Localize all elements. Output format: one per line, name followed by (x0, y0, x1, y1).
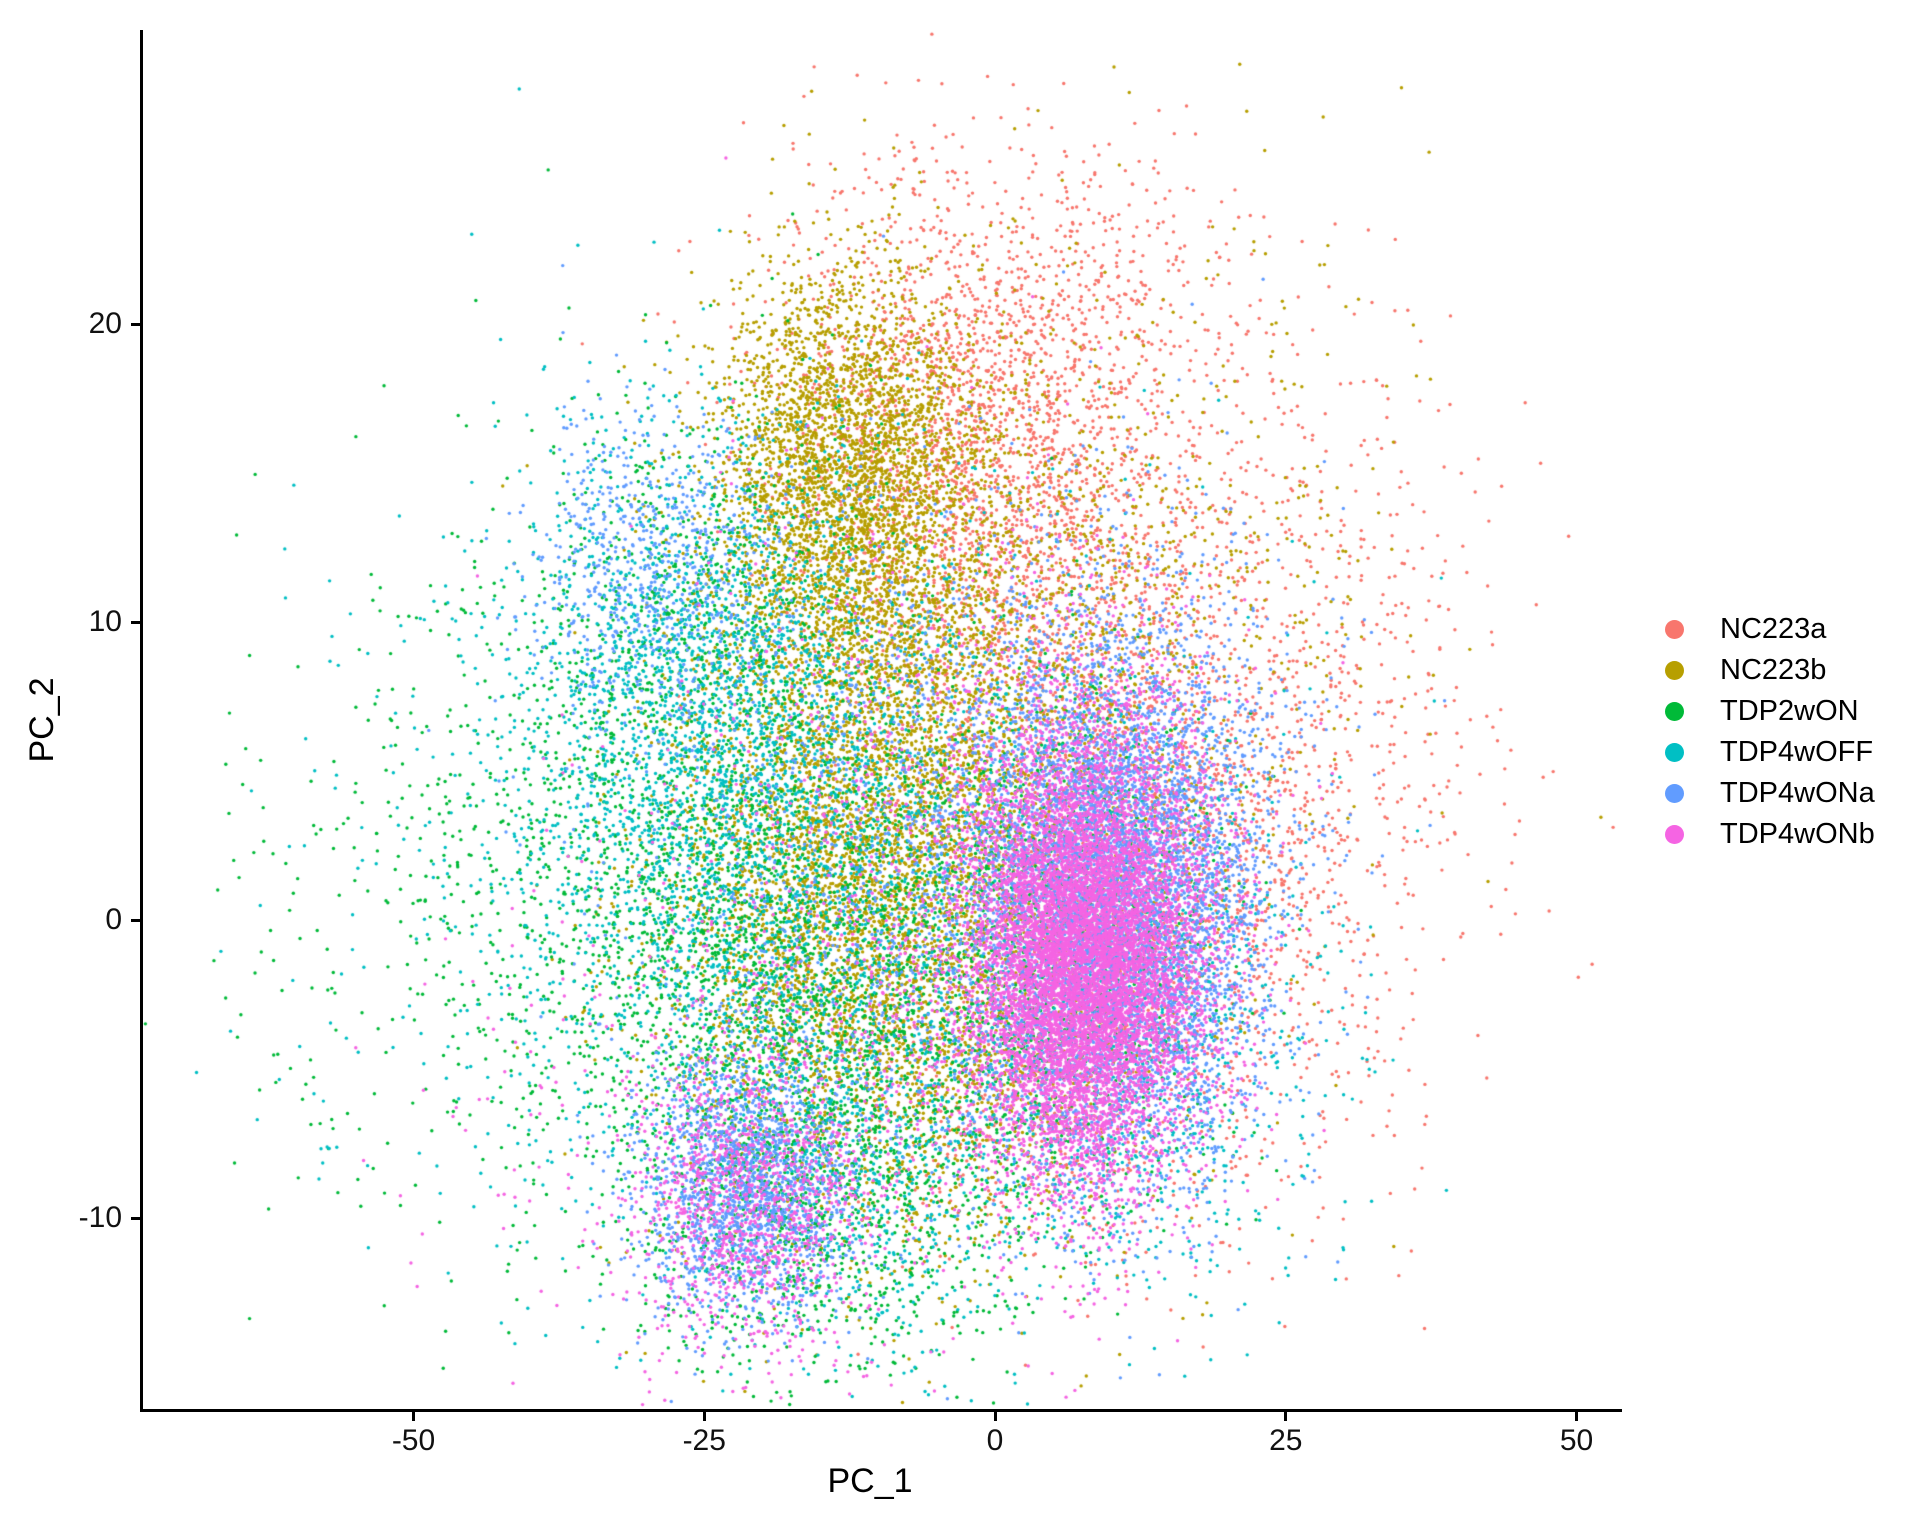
y-tick-mark (131, 1216, 140, 1220)
x-axis-title: PC_1 (827, 1462, 913, 1500)
x-tick-label: 0 (986, 1424, 1004, 1457)
y-tick-mark (131, 918, 140, 922)
legend-item-tdp4wonb: TDP4wONb (1665, 814, 1875, 855)
y-tick-mark (131, 322, 140, 326)
legend-item-tdp4wona: TDP4wONa (1665, 773, 1875, 814)
legend-label: TDP4wOFF (1720, 736, 1874, 768)
x-tick-label: 50 (1559, 1424, 1594, 1457)
legend-label: NC223a (1720, 613, 1827, 645)
legend-label: TDP4wONa (1720, 777, 1875, 809)
x-tick-mark (412, 1412, 415, 1421)
legend: NC223a NC223b TDP2wON TDP4wOFF TDP4wONa TDP4w… (1665, 609, 1875, 855)
y-tick-label: 20 (88, 307, 122, 340)
x-tick-mark (1284, 1412, 1288, 1421)
x-tick-label: -50 (391, 1424, 436, 1457)
x-tick-mark (1575, 1412, 1578, 1421)
legend-dot-icon (1665, 702, 1684, 721)
legend-item-tdp2won: TDP2wON (1665, 691, 1875, 732)
legend-dot-icon (1665, 661, 1684, 680)
y-axis-line (140, 30, 143, 1412)
legend-dot-icon (1665, 784, 1684, 803)
legend-item-nc223b: NC223b (1665, 650, 1875, 691)
x-tick-mark (702, 1412, 706, 1421)
legend-label: NC223b (1720, 654, 1827, 686)
legend-dot-icon (1665, 620, 1684, 639)
x-tick-label: 25 (1269, 1424, 1303, 1457)
y-tick-label: 0 (105, 903, 122, 936)
legend-label: TDP4wONb (1720, 818, 1875, 850)
legend-item-tdp4woff: TDP4wOFF (1665, 732, 1875, 773)
x-axis-line (140, 1409, 1622, 1412)
legend-item-nc223a: NC223a (1665, 609, 1875, 650)
x-tick-mark (993, 1412, 997, 1421)
x-tick-label: -25 (682, 1424, 726, 1457)
legend-dot-icon (1665, 825, 1684, 844)
y-tick-label: -10 (78, 1201, 122, 1234)
legend-label: TDP2wON (1720, 695, 1859, 727)
y-tick-mark (131, 620, 140, 624)
legend-dot-icon (1665, 743, 1684, 762)
y-axis-title: PC_2 (23, 677, 61, 763)
y-tick-label: 10 (88, 605, 122, 638)
